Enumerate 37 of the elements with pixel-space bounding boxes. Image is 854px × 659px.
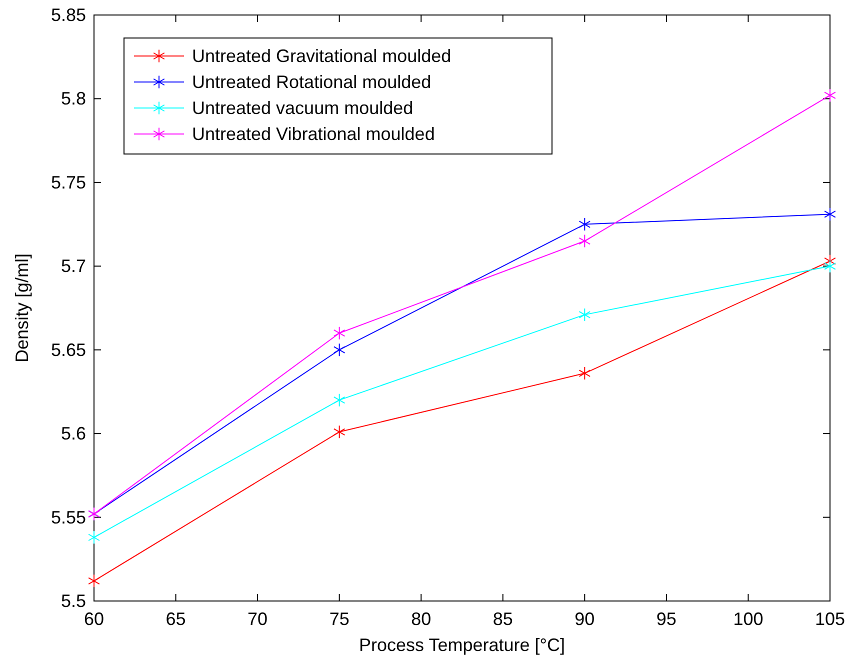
point <box>824 207 836 221</box>
point <box>333 425 346 439</box>
y-tick-label: 5.6 <box>60 424 86 444</box>
x-tick-label: 60 <box>84 609 104 629</box>
x-tick-label: 65 <box>166 609 186 629</box>
point <box>88 574 100 588</box>
legend-label: Untreated Vibrational moulded <box>192 124 435 144</box>
point <box>333 343 346 357</box>
legend-label: Untreated Rotational moulded <box>192 72 432 92</box>
x-tick-label: 105 <box>814 609 846 629</box>
x-tick-label: 70 <box>248 609 268 629</box>
point <box>824 88 836 102</box>
y-tick-label: 5.55 <box>50 507 86 528</box>
y-tick-label: 5.85 <box>50 5 86 25</box>
x-tick-label: 95 <box>656 609 676 629</box>
point <box>578 366 591 380</box>
y-tick-label: 5.75 <box>50 172 86 192</box>
point <box>578 218 591 232</box>
point <box>824 259 836 273</box>
y-tick-label: 5.65 <box>50 340 86 360</box>
point <box>333 393 346 407</box>
y-tick-label: 5.7 <box>60 256 86 276</box>
y-axis-title: Density [g/ml] <box>12 253 32 363</box>
x-tick-label: 85 <box>492 609 513 629</box>
legend-label: Untreated Gravitational moulded <box>192 46 452 66</box>
point <box>578 234 591 248</box>
point <box>333 326 346 340</box>
point <box>88 530 100 544</box>
x-tick-label: 100 <box>733 609 764 629</box>
x-tick-label: 80 <box>411 609 432 629</box>
y-tick-label: 5.5 <box>60 591 86 611</box>
point <box>578 308 591 322</box>
legend-label: Untreated vacuum moulded <box>192 98 414 118</box>
x-axis-title: Process Temperature [°C] <box>359 635 565 655</box>
x-tick-label: 75 <box>329 609 350 629</box>
y-tick-label: 5.8 <box>60 88 86 109</box>
x-tick-label: 90 <box>574 609 595 629</box>
